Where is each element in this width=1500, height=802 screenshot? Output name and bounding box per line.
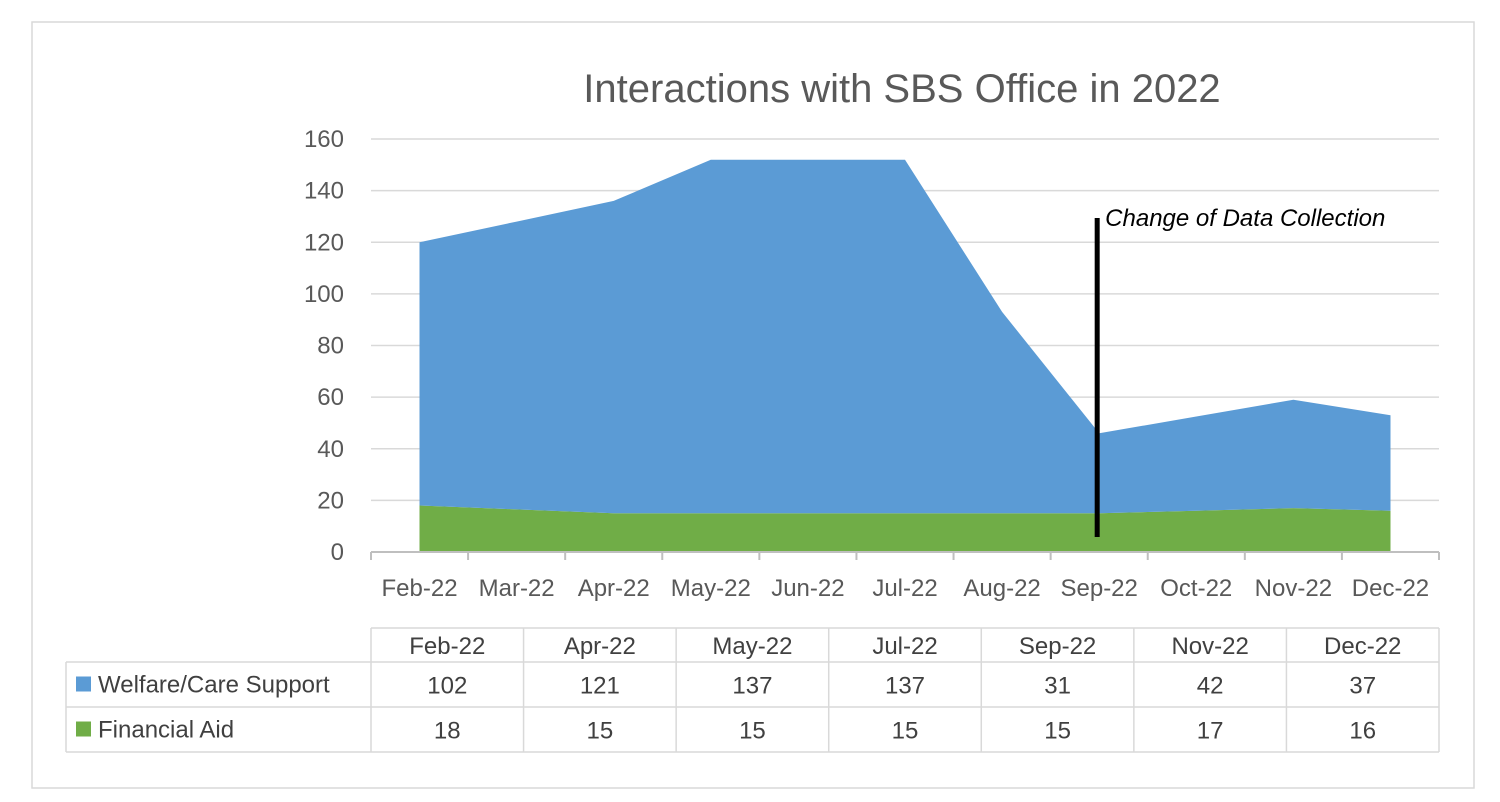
y-tick-label: 60 [317,384,344,411]
x-tick-label: Apr-22 [578,575,650,602]
table-cell: 15 [1044,718,1071,745]
table-cell: 102 [427,673,467,700]
y-tick-label: 160 [304,126,344,153]
legend-key [76,676,91,692]
x-tick-label: Jun-22 [771,575,844,602]
table-row-label: Financial Aid [98,717,234,744]
table-header-cell: Nov-22 [1171,633,1248,660]
table-header-cell: Sep-22 [1019,633,1096,660]
table-cell: 37 [1349,673,1376,700]
table-cell: 15 [587,718,614,745]
data-table: Feb-22 Apr-22 May-22 Jul-22 Sep-22 Nov-22 Dec-… [65,627,1440,753]
legend-key [76,721,91,737]
table-cell: 18 [434,718,461,745]
table-header-cell: Jul-22 [872,633,937,660]
y-tick-label: 20 [317,487,344,514]
table-cell: 42 [1197,673,1224,700]
chart-title: Interactions with SBS Office in 2022 [583,67,1220,111]
table-cell: 121 [580,673,620,700]
x-tick-label: May-22 [671,575,751,602]
x-tick-label: Jul-22 [872,575,937,602]
annotation: Change of Data Collection [1094,205,1385,537]
area-financial-aid [419,505,1391,552]
table-cell: 137 [732,673,772,700]
x-tick-label: Feb-22 [382,575,458,602]
table-cell: 17 [1197,718,1224,745]
x-tick-label: Dec-22 [1352,575,1429,602]
annotation-label: Change of Data Collection [1105,205,1385,232]
x-tick-label: Aug-22 [963,575,1040,602]
y-tick-label: 140 [304,178,344,205]
x-tick-label: Oct-22 [1160,575,1232,602]
table-cell: 137 [885,673,925,700]
table-row-label: Welfare/Care Support [98,672,330,699]
y-tick-label: 40 [317,436,344,463]
y-tick-label: 80 [317,333,344,360]
table-header-cell: Dec-22 [1324,633,1401,660]
table-cell: 15 [892,718,919,745]
table-cell: 16 [1349,718,1376,745]
y-tick-label: 0 [331,539,344,566]
axes: 0 20 40 60 80 100 120 140 160 Feb-22 Mar-22 Apr-22 M… [304,126,1440,602]
x-tick-label: Mar-22 [479,575,555,602]
x-tick-label: Sep-22 [1060,575,1137,602]
area-series [419,159,1391,552]
x-tick-label: Nov-22 [1255,575,1332,602]
table-header-cell: Apr-22 [564,633,636,660]
table-cell: 31 [1044,673,1071,700]
y-tick-label: 100 [304,281,344,308]
y-tick-label: 120 [304,229,344,256]
area-welfare-care-support [419,159,1391,514]
table-header-cell: May-22 [712,633,792,660]
table-cell: 15 [739,718,766,745]
table-header-cell: Feb-22 [409,633,485,660]
